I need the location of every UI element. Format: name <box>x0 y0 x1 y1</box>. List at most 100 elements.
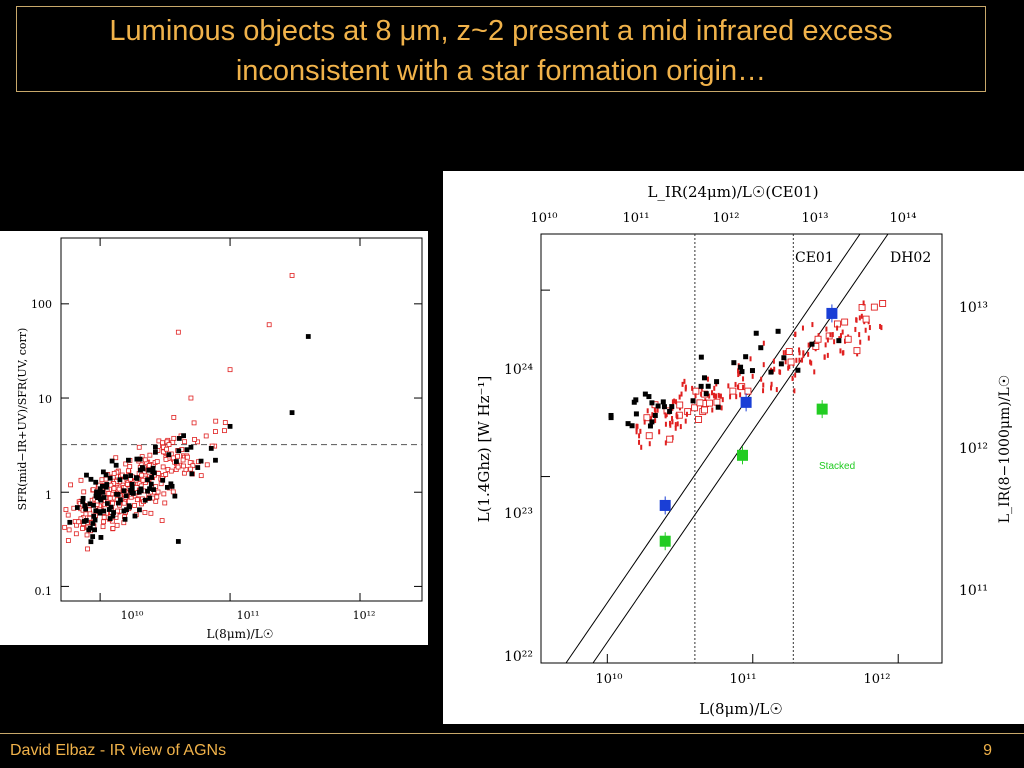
left-data-point <box>100 469 106 475</box>
right-black-point <box>749 368 755 374</box>
right-black-point <box>698 354 704 360</box>
right-red-point <box>711 390 714 396</box>
left-data-point <box>131 490 136 496</box>
left-data-point <box>154 459 160 465</box>
right-red-point <box>823 354 826 360</box>
left-data-point <box>84 472 89 478</box>
left-y-tick-labels: 100 10 1 0.1 <box>31 298 52 598</box>
right-secondary-axis-label: L_IR(8−1000μm)/L☉ <box>997 375 1013 524</box>
left-data-point <box>106 491 112 496</box>
left-data-point <box>151 487 156 492</box>
left-data-point <box>92 517 98 523</box>
left-x-tick-labels: 10¹⁰ 10¹¹ 10¹² <box>121 609 376 622</box>
left-data-point <box>204 462 210 468</box>
right-red-point <box>734 381 737 387</box>
left-data-point <box>121 488 127 494</box>
ce01-label: CE01 <box>795 250 834 266</box>
right-red-point <box>640 444 643 450</box>
left-data-point <box>142 457 148 463</box>
left-data-point <box>175 453 180 459</box>
right-black-point <box>625 421 631 427</box>
left-data-point <box>146 463 152 468</box>
right-red-point <box>721 397 724 403</box>
left-data-point <box>189 471 195 477</box>
right-black-point <box>661 404 667 410</box>
right-black-point <box>778 361 784 367</box>
right-red-point <box>673 398 676 404</box>
right-red-point <box>654 418 657 424</box>
right-red-point <box>879 300 887 307</box>
left-data-point <box>98 535 104 540</box>
right-red-point <box>795 357 798 363</box>
left-data-point <box>289 273 295 278</box>
right-red-point <box>639 428 642 434</box>
left-data-point <box>191 420 197 426</box>
left-data-point <box>203 433 209 439</box>
left-data-point <box>138 486 144 492</box>
left-data-point <box>150 469 156 475</box>
right-red-point <box>775 387 778 393</box>
right-red-point <box>694 393 697 399</box>
right-red-point <box>713 398 721 406</box>
right-red-point <box>654 409 657 415</box>
right-black-point <box>758 345 764 351</box>
left-data-point <box>65 538 71 543</box>
right-red-point <box>717 392 720 398</box>
right-red-point <box>737 372 740 378</box>
left-data-point <box>145 477 150 483</box>
right-red-point <box>784 359 787 365</box>
left-data-point <box>128 473 134 479</box>
right-red-point <box>762 388 765 394</box>
right-red-point <box>864 327 867 333</box>
left-data-point <box>129 481 135 487</box>
right-black-point <box>836 338 842 344</box>
footer-divider <box>0 733 1024 734</box>
right-red-point <box>727 383 730 389</box>
left-data-point <box>163 457 169 462</box>
left-data-point <box>101 519 106 525</box>
right-red-point <box>685 411 688 417</box>
left-data-point <box>153 444 158 450</box>
right-red-point <box>854 326 857 332</box>
right-red-point <box>638 433 641 439</box>
right-red-point <box>836 325 839 331</box>
left-scatter-chart: 100 10 1 0.1 10¹⁰ 10¹¹ 10¹² L(8μm)/L☉ SF… <box>0 231 428 645</box>
right-red-point <box>811 322 814 328</box>
right-red-point <box>695 416 703 423</box>
left-data-point <box>182 439 187 445</box>
right-red-point <box>807 351 810 357</box>
slide-number: 9 <box>983 742 992 759</box>
right-red-point <box>855 317 858 323</box>
left-data-point <box>266 322 272 328</box>
right-red-point <box>749 356 752 362</box>
right-red-point <box>706 376 709 382</box>
right-black-point <box>629 423 635 429</box>
left-data-point <box>121 500 127 506</box>
right-black-point <box>703 391 709 397</box>
left-data-point <box>172 493 178 499</box>
right-red-point <box>867 335 870 341</box>
left-data-point <box>107 495 113 501</box>
left-data-point <box>147 495 153 501</box>
right-red-point <box>736 384 739 390</box>
right-scatter-chart: L_IR(24μm)/L☉(CE01) 10¹⁰ 10¹¹ 10¹² 10¹³ … <box>443 171 1024 724</box>
right-black-point <box>743 354 749 360</box>
right-red-point <box>831 332 834 338</box>
left-data-point <box>181 433 186 439</box>
left-data-point <box>118 497 123 503</box>
right-red-point <box>860 313 863 319</box>
right-red-point <box>729 394 732 400</box>
right-red-point <box>813 369 816 375</box>
left-data-point <box>180 457 186 463</box>
right-red-point <box>680 391 683 397</box>
right-top-axis-label: L_IR(24μm)/L☉(CE01) <box>647 183 818 201</box>
left-ytick-10: 10 <box>38 393 52 406</box>
left-data-point <box>80 526 85 531</box>
left-xtick-1e10: 10¹⁰ <box>121 609 144 622</box>
left-data-point <box>91 502 96 508</box>
left-data-point <box>175 464 181 470</box>
right-red-point <box>842 350 845 356</box>
top-tick-1e11: 10¹¹ <box>623 211 650 226</box>
right-red-point <box>841 318 849 326</box>
right-red-point <box>664 421 667 427</box>
